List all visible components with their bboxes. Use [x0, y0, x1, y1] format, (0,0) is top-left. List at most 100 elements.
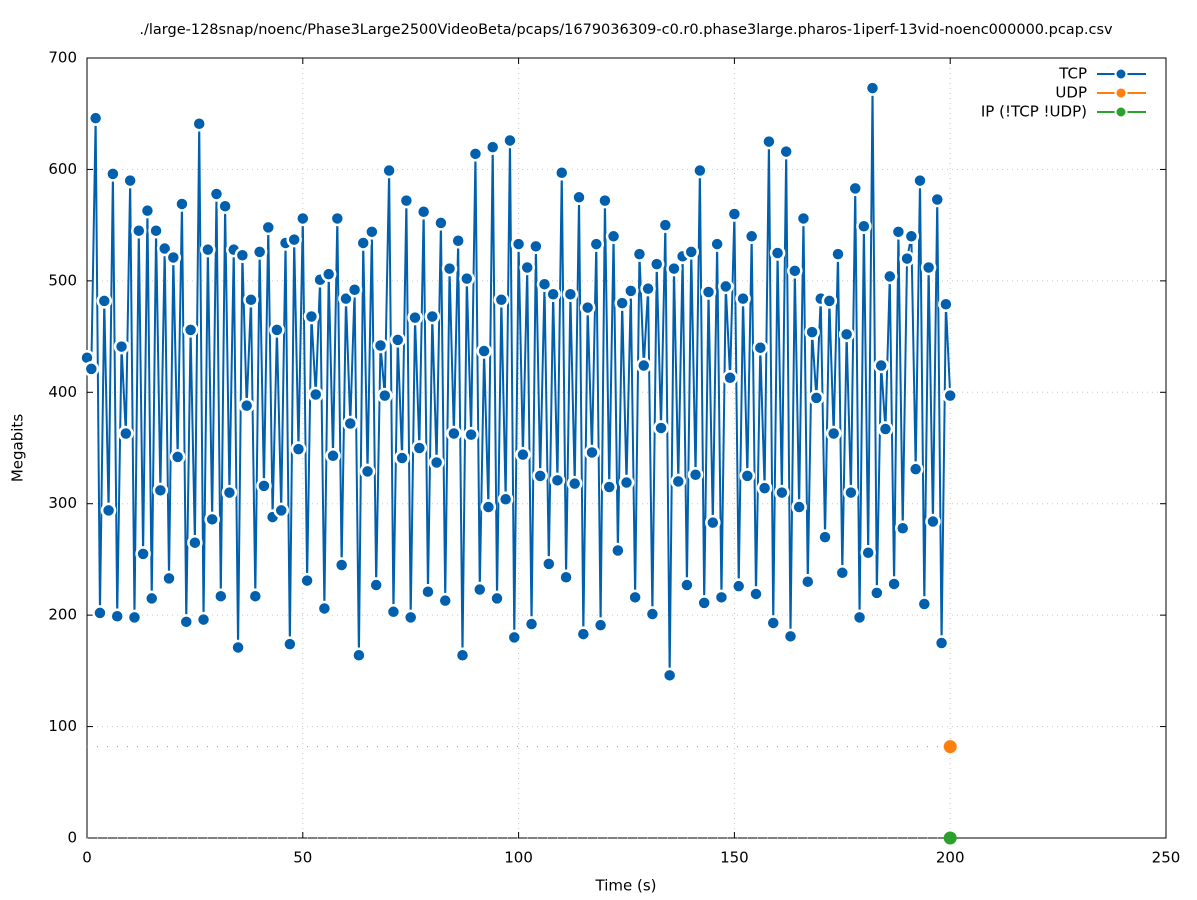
data-point — [467, 146, 484, 162]
data-point — [575, 626, 592, 642]
data-point — [943, 831, 957, 845]
data-point — [299, 572, 315, 589]
series-line — [86, 88, 952, 676]
data-point — [778, 143, 794, 160]
data-point — [523, 616, 540, 632]
data-point — [709, 236, 725, 252]
data-point — [489, 590, 505, 607]
data-point — [441, 260, 458, 277]
data-point — [191, 115, 207, 132]
x-tick-label: 200 — [936, 849, 965, 867]
data-point — [920, 259, 937, 276]
data-point — [454, 647, 471, 664]
data-point — [636, 357, 652, 374]
data-point — [381, 162, 397, 179]
data-point — [290, 441, 307, 457]
data-point — [605, 228, 622, 245]
data-point — [817, 529, 833, 545]
data-point — [661, 667, 678, 684]
x-axis-label: Time (s) — [595, 877, 657, 895]
data-point — [765, 615, 781, 631]
data-point — [398, 192, 415, 209]
data-point — [484, 139, 501, 155]
data-point — [329, 210, 346, 227]
data-point — [679, 577, 695, 593]
data-point — [359, 463, 376, 480]
data-point — [912, 172, 928, 189]
data-point — [87, 110, 104, 126]
data-point — [131, 222, 147, 239]
data-point — [873, 357, 889, 374]
y-tick-label: 500 — [48, 271, 77, 289]
data-point — [234, 247, 251, 263]
data-point — [752, 339, 769, 356]
data-point — [519, 259, 535, 276]
data-point — [165, 249, 182, 266]
data-point — [558, 569, 574, 586]
data-point — [713, 589, 730, 606]
data-point — [424, 308, 441, 325]
data-point — [476, 343, 492, 359]
data-point — [566, 475, 583, 492]
data-point — [696, 595, 712, 611]
data-point — [459, 270, 475, 287]
data-point — [882, 268, 898, 285]
data-point — [407, 309, 423, 326]
data-point — [847, 180, 863, 197]
data-point — [247, 588, 264, 604]
data-point — [346, 282, 363, 298]
data-point — [584, 444, 600, 461]
data-point — [109, 608, 125, 625]
data-point — [174, 196, 190, 212]
data-point — [325, 448, 341, 464]
data-point — [588, 236, 605, 252]
y-tick-label: 700 — [48, 49, 77, 67]
plot-frame — [86, 57, 1167, 839]
data-point — [640, 280, 656, 297]
data-point — [428, 454, 445, 471]
data-point — [204, 511, 220, 528]
data-point — [623, 283, 639, 299]
data-point — [774, 484, 790, 501]
data-point — [208, 186, 225, 202]
data-point — [122, 172, 138, 189]
data-point — [787, 263, 803, 279]
data-point — [148, 222, 164, 239]
data-point — [756, 480, 773, 496]
data-point — [541, 556, 557, 572]
data-point — [579, 299, 596, 316]
data-point — [687, 466, 704, 483]
data-point — [705, 514, 721, 531]
data-point — [182, 322, 199, 338]
y-tick-label: 100 — [48, 717, 77, 735]
x-tick-label: 250 — [1152, 849, 1181, 867]
data-point — [105, 166, 121, 182]
data-point — [364, 224, 380, 240]
data-point — [907, 461, 924, 477]
data-point — [834, 565, 851, 581]
data-point — [269, 322, 285, 338]
data-point — [653, 420, 669, 436]
data-point — [562, 286, 579, 302]
x-tick-label: 0 — [82, 849, 92, 867]
data-point — [825, 425, 842, 442]
data-point — [804, 324, 820, 340]
data-point — [96, 293, 113, 309]
data-point — [510, 236, 527, 252]
data-point — [243, 292, 259, 308]
data-point — [230, 639, 246, 656]
data-point — [437, 592, 453, 609]
data-point — [631, 246, 648, 262]
data-point — [446, 425, 462, 442]
data-point — [614, 295, 630, 311]
data-point — [433, 215, 449, 231]
chart-title: ./large-128snap/noenc/Phase3Large2500Vid… — [139, 22, 1113, 38]
data-point — [200, 241, 216, 258]
data-point — [726, 206, 743, 222]
data-point — [83, 361, 100, 377]
data-point — [355, 235, 371, 251]
data-point — [139, 202, 156, 219]
data-point — [730, 578, 747, 594]
data-point — [420, 583, 436, 600]
x-tick-label: 50 — [293, 849, 312, 867]
